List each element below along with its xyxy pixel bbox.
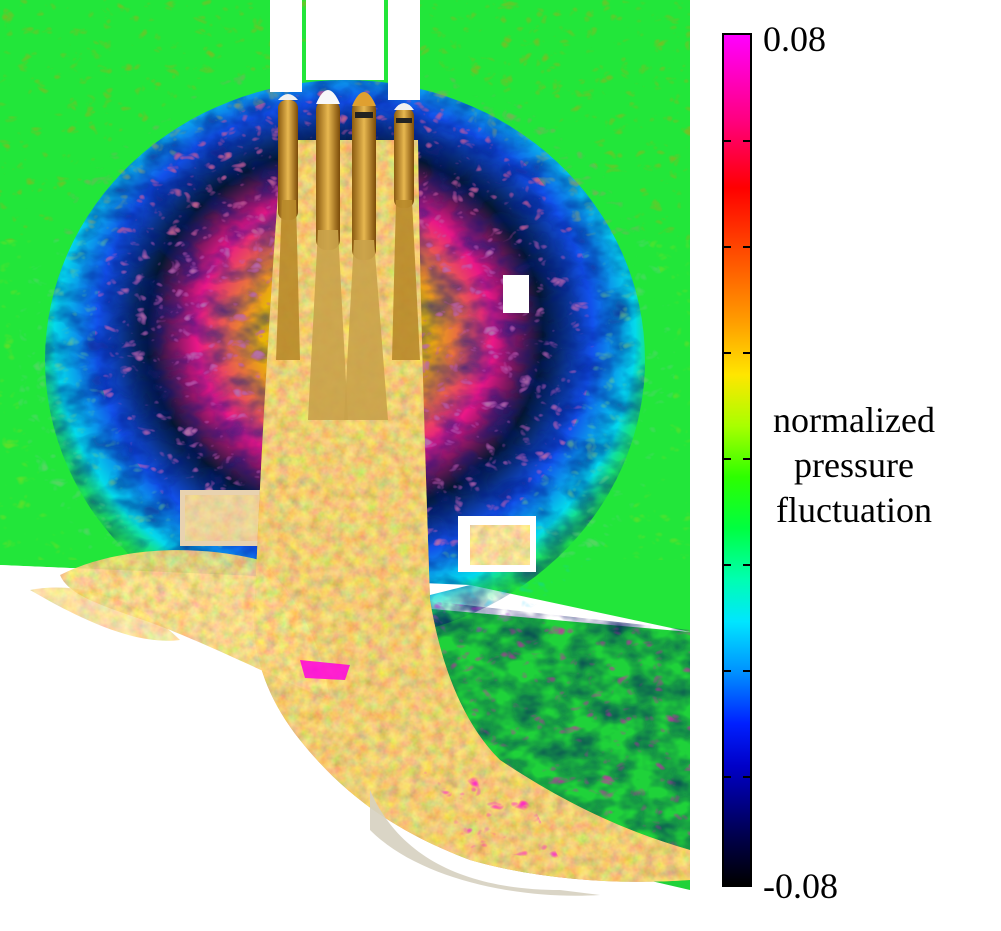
colorbar-tick [743, 246, 750, 248]
colorbar-tick [724, 776, 731, 778]
colorbar-tick [724, 246, 731, 248]
colorbar-tick [724, 140, 731, 142]
colorbar-max-label: 0.08 [763, 19, 826, 59]
colorbar-title-line: fluctuation [776, 490, 932, 530]
colorbar-tick [743, 776, 750, 778]
colorbar-tick [724, 670, 731, 672]
simulation-render [0, 0, 690, 896]
colorbar-tick [724, 352, 731, 354]
colorbar-min-label: -0.08 [763, 866, 838, 906]
colorbar-tick [743, 352, 750, 354]
colorbar-tick [724, 564, 731, 566]
colorbar-tick [743, 670, 750, 672]
colorbar-tick [724, 458, 731, 460]
colorbar-tick [743, 564, 750, 566]
colorbar-tick [743, 140, 750, 142]
colorbar-title-line: pressure [794, 445, 914, 485]
colorbar-title: normalized pressure fluctuation [752, 398, 956, 533]
colorbar [722, 33, 752, 887]
booster-left [278, 94, 298, 220]
colorbar-tick [743, 458, 750, 460]
colorbar-title-line: normalized [773, 400, 935, 440]
